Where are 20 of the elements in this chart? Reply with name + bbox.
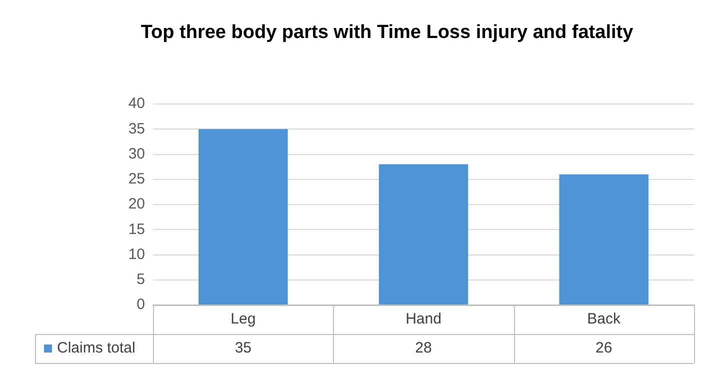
data-label: 26 [595,340,612,357]
bar [378,164,468,304]
y-tick-label: 25 [128,170,145,188]
data-label: 35 [234,340,252,357]
y-tick-label: 10 [128,246,145,263]
y-tick-label: 5 [136,271,145,288]
y-tick-label: 40 [128,95,145,112]
y-tick-label: 20 [128,196,145,213]
x-tick-label: Back [587,310,621,328]
y-tick-label: 0 [136,296,145,314]
x-tick-label: Leg [230,310,256,328]
bar [559,174,648,304]
y-tick-label: 35 [128,120,145,138]
bar [198,129,288,304]
data-label: 28 [415,340,432,357]
chart-title: Top three body parts with Time Loss injury and fatality [140,22,634,44]
y-tick-label: 30 [128,145,145,162]
x-tick-label: Hand [406,310,442,328]
legend-label: Claims total [57,340,136,357]
y-tick-label: 15 [128,220,145,238]
